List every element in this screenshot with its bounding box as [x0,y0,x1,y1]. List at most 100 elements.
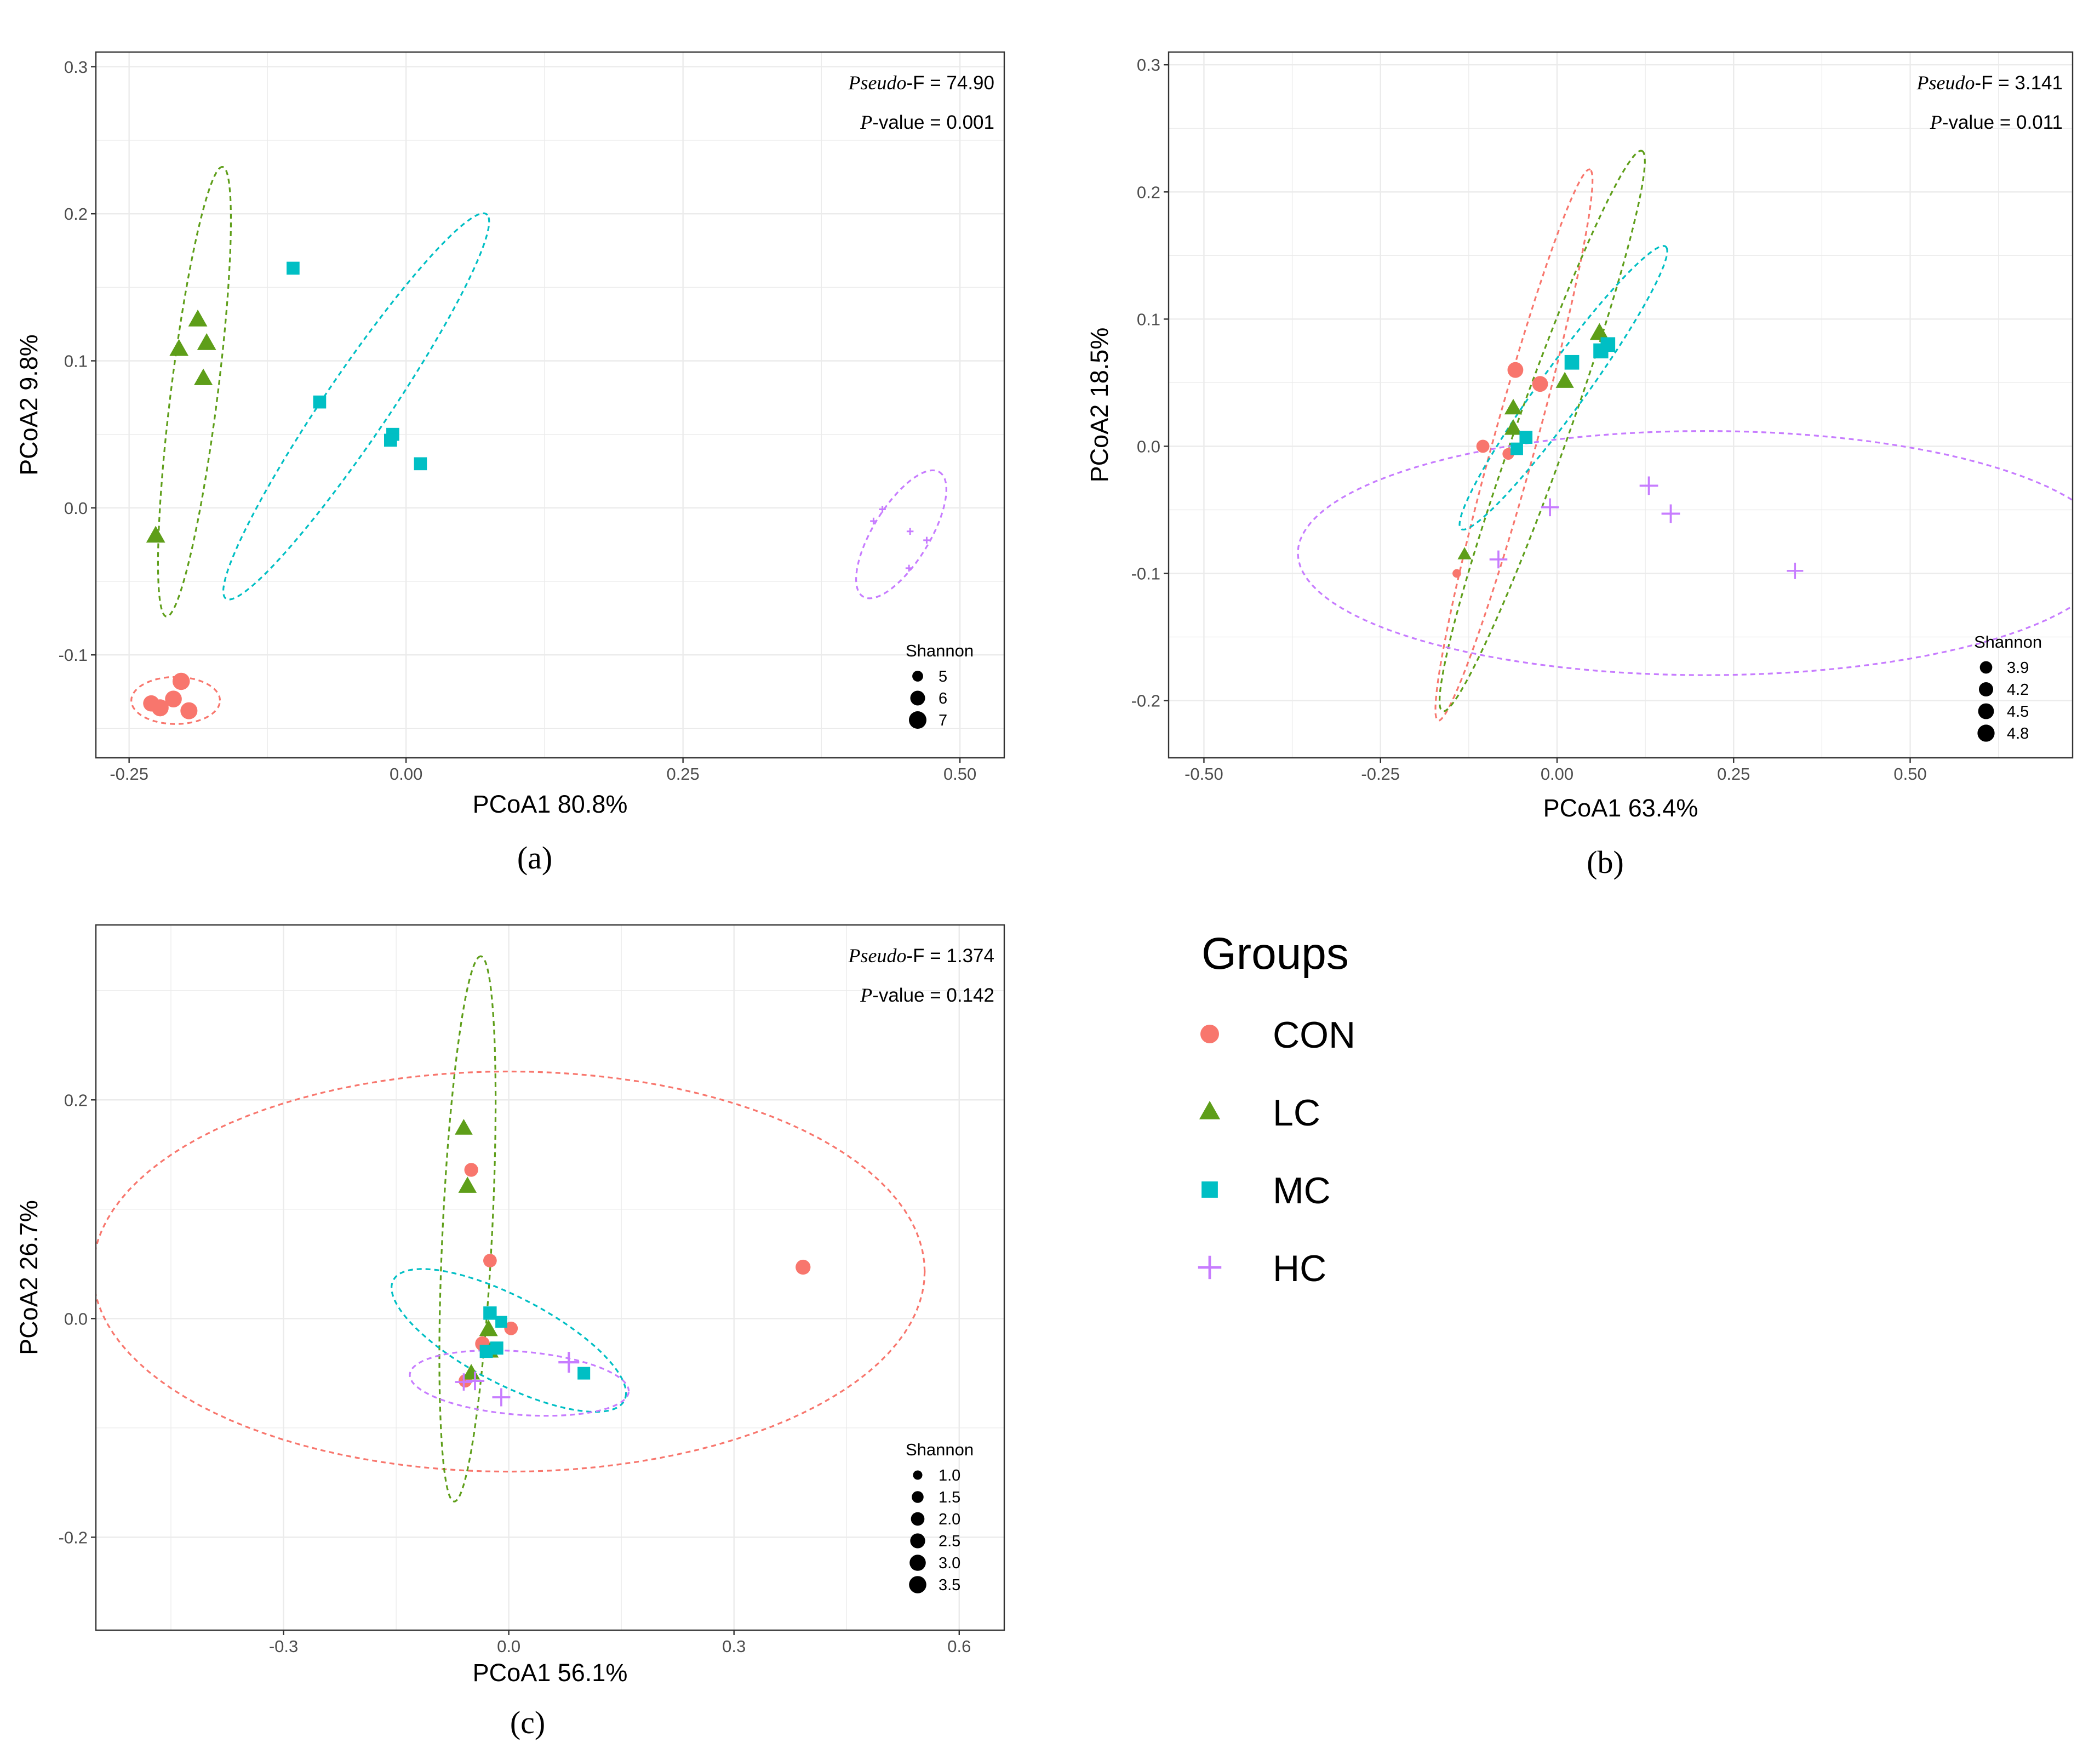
size-legend-label: 2.5 [939,1533,960,1550]
y-tick-label: 0.0 [64,499,88,518]
point-hc [455,1373,473,1391]
size-legend-key [1978,703,1994,719]
ellipse-lc [1438,150,1646,712]
point-mc [577,1367,591,1380]
groups-legend-title: Groups [1201,929,1349,979]
point-lc [455,1118,473,1135]
y-tick-label: 0.2 [1137,182,1160,202]
size-legend-key [913,1470,923,1480]
shannon-size-legend: Shannon 3.9 4.2 4.5 4.8 [1974,632,2042,742]
x-tick-label: -0.25 [1361,764,1400,784]
shannon-size-legend: Shannon 5 6 7 [906,641,974,729]
data-points [143,261,930,719]
gridlines [1169,52,2073,758]
size-legend-label: 3.5 [939,1576,960,1594]
panel-border [1168,51,2074,759]
point-mc [1564,355,1580,370]
size-legend-label: 4.2 [2007,681,2029,699]
confidence-ellipses [96,955,926,1502]
plot-area [96,52,1004,758]
legend-label-con: CON [1273,1014,1355,1056]
point-lc [1555,372,1574,388]
size-legend-title: Shannon [906,1440,974,1459]
size-legend-label: 6 [939,690,947,707]
panel-border [95,51,1005,759]
point-con [483,1254,497,1267]
point-mc [479,1345,493,1358]
point-con [1452,569,1461,578]
gridlines [96,925,1004,1630]
point-mc [414,457,427,471]
size-legend-label: 5 [939,668,947,685]
size-legend-key [911,1512,925,1526]
confidence-ellipses [1297,150,2073,722]
point-mc [313,395,327,409]
point-lc [197,333,216,350]
point-mc [490,1341,503,1355]
pcoa-panel-a: -0.25 0.00 0.25 0.50 -0.1 0.0 0.1 0.2 0.3 PCoA1 8… [15,51,1005,876]
ellipse-lc [157,165,232,618]
size-legend-label: 7 [939,712,947,729]
x-axis-title: PCoA1 80.8% [473,790,628,818]
size-legend-label: 2.0 [939,1511,960,1528]
size-legend-label: 3.9 [2007,659,2029,677]
ellipse-lc [438,955,497,1502]
point-mc [1519,431,1533,444]
gridlines [96,52,1004,758]
point-con [165,690,182,707]
point-lc [479,1319,498,1336]
point-hc [923,536,930,544]
legend-label-hc: HC [1273,1248,1326,1289]
x-tick-label: -0.3 [269,1637,298,1656]
p-value-annotation: P-value = 0.011 [1930,111,2063,133]
point-con [1476,439,1490,453]
x-tick-label: 0.50 [1893,764,1926,784]
y-tick-label: 0.0 [1137,437,1160,456]
point-hc [1541,498,1559,517]
y-tick-label: 0.2 [64,204,88,224]
ellipse-hc [855,469,947,599]
point-hc [492,1388,511,1407]
y-tick-label: 0.1 [1137,310,1160,329]
point-mc [483,1306,497,1320]
size-legend-key [910,1533,925,1549]
point-hc [558,1352,580,1373]
legend-label-mc: MC [1273,1170,1331,1212]
point-mc [1593,343,1609,359]
y-tick-label: -0.1 [1131,564,1160,583]
size-legend-key [912,671,923,682]
x-tick-label: -0.50 [1185,764,1223,784]
point-mc [384,433,397,447]
size-legend-key [1978,682,1994,697]
pseudo-f-annotation: Pseudo-F = 3.141 [1916,72,2063,94]
size-legend-label: 3.0 [939,1555,960,1572]
point-lc [169,339,189,356]
size-legend-key [909,1555,926,1571]
y-tick-label: -0.2 [1131,692,1160,711]
ellipse-mc [391,1268,627,1413]
legend-key-mc [1201,1181,1218,1198]
y-tick-label: 0.3 [64,58,88,77]
plot-area [1169,52,2073,758]
x-tick-label: 0.0 [497,1637,520,1656]
x-axis-title: PCoA1 63.4% [1543,794,1698,822]
point-lc [1504,419,1523,435]
point-con [1507,362,1524,378]
size-legend-key [912,1491,924,1503]
x-tick-label: 0.3 [722,1637,746,1656]
ellipse-hc [409,1349,630,1417]
point-hc [905,564,913,572]
point-con [172,672,190,690]
groups-legend: Groups CON LC MC HC [1198,929,1355,1289]
point-hc [906,528,914,535]
x-tick-label: 0.6 [947,1637,971,1656]
point-lc [188,310,208,327]
x-tick-label: 0.25 [666,764,699,784]
data-points [455,1118,811,1407]
size-legend-title: Shannon [1974,632,2042,652]
p-value-annotation: P-value = 0.001 [860,111,994,133]
point-hc [1489,550,1508,569]
shannon-size-legend: Shannon 1.0 1.5 2.0 2.5 3.0 3.5 [906,1440,974,1594]
panel-label: (a) [517,840,552,876]
